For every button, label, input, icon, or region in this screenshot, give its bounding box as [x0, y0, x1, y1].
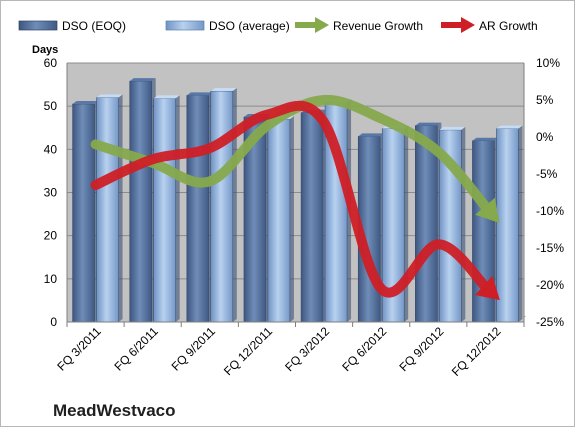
bar-dso-average-side — [232, 88, 237, 322]
legend-item: AR Growth — [441, 17, 538, 33]
x-tick-label: FQ 9/2012 — [396, 324, 446, 374]
bar-dso-eoq-top — [358, 133, 385, 137]
bar-dso-eoq-body — [129, 80, 152, 323]
x-tick-label: FQ 6/2012 — [339, 324, 389, 374]
y-tick-label: 0 — [50, 315, 57, 329]
series-lines — [90, 94, 500, 301]
x-tick-label: FQ 9/2011 — [169, 324, 219, 374]
bar-dso-average-side — [289, 116, 294, 322]
bar-dso-average-side — [518, 125, 523, 322]
bar-dso-average-side — [175, 95, 180, 322]
y2-tick-label: -15% — [536, 241, 564, 255]
bar-dso-eoq-top — [472, 137, 499, 141]
y-tick-label: 20 — [44, 229, 58, 243]
bar-dso-average-top — [96, 94, 123, 98]
x-tick-label: FQ 12/2011 — [221, 324, 275, 378]
y2-tick-label: -25% — [536, 315, 564, 329]
y2-tick-label: -5% — [536, 167, 558, 181]
y-tick-label: 10 — [44, 272, 58, 286]
legend-label: Revenue Growth — [333, 19, 423, 33]
bar-dso-average-side — [461, 126, 466, 323]
x-tick-label: FQ 6/2011 — [111, 324, 161, 374]
bar-dso-average — [153, 95, 180, 323]
bar-dso-eoq-top — [129, 78, 156, 82]
legend: DSO (EOQ) DSO (average) Revenue Growth AR G… — [18, 17, 538, 33]
legend-label: DSO (EOQ) — [62, 19, 126, 33]
y2-tick-label: 5% — [536, 93, 554, 107]
bar-dso-average-side — [404, 125, 409, 322]
y-tick-label: 50 — [44, 99, 58, 113]
bar-dso-average-body — [153, 98, 176, 323]
x-tick-label: FQ 3/2011 — [54, 324, 104, 374]
legend-swatch — [18, 20, 58, 31]
legend-swatch-arrowhead — [315, 17, 329, 33]
bar-dso-eoq-body — [72, 103, 95, 323]
bar-dso-eoq — [129, 78, 156, 323]
bar-dso-average — [96, 94, 123, 323]
bar-dso-average — [210, 88, 237, 323]
bar-dso-average — [267, 116, 294, 323]
bar-dso-average-top — [210, 88, 237, 92]
bar-dso-eoq-body — [415, 125, 438, 323]
bar-dso-eoq — [300, 109, 328, 323]
bar-dso-eoq-top — [72, 101, 99, 105]
bar-dso-average-body — [210, 90, 234, 323]
bar-dso-average-side — [118, 94, 123, 323]
bar-dso-average-body — [267, 118, 291, 323]
line-ar-growth — [90, 100, 500, 301]
y-axis-title: Days — [32, 44, 58, 56]
legend-item: DSO (average) — [165, 19, 290, 33]
line-ar-growth-curve — [90, 100, 492, 298]
y2-tick-label: 10% — [536, 56, 560, 70]
y2-tick-label: -10% — [536, 204, 564, 218]
bar-dso-average-top — [496, 125, 523, 129]
bar-dso-eoq — [186, 92, 213, 323]
y-tick-label: 30 — [44, 186, 58, 200]
legend-swatch-arrowhead — [461, 17, 475, 33]
bar-dso-average-top — [153, 95, 180, 99]
legend-label: DSO (average) — [209, 19, 290, 33]
y2-tick-label: 0% — [536, 130, 554, 144]
y-tick-label: 60 — [44, 56, 58, 70]
company-label: MeadWestvaco — [53, 401, 176, 420]
bar-dso-eoq-top — [186, 92, 213, 96]
bar-dso-eoq-body — [300, 112, 324, 323]
legend-swatch — [165, 20, 205, 31]
line-revenue-growth-arrowhead — [475, 197, 500, 223]
legend-item: Revenue Growth — [295, 17, 423, 33]
bar-dso-average-body — [96, 97, 119, 323]
bar-dso-eoq-top — [415, 122, 442, 126]
bar-dso-average — [496, 125, 523, 323]
bar-dso-average-body — [496, 128, 519, 323]
bar-dso-eoq-body — [186, 95, 210, 323]
bar-dso-eoq — [72, 101, 99, 323]
legend-label: AR Growth — [479, 19, 538, 33]
x-tick-label: FQ 3/2012 — [282, 324, 332, 374]
x-tick-label: FQ 12/2012 — [449, 324, 504, 379]
line-ar-growth-arrowhead — [474, 275, 500, 301]
y-tick-label: 40 — [44, 142, 58, 156]
bar-dso-average-top — [439, 126, 466, 130]
legend-item: DSO (EOQ) — [18, 19, 126, 33]
y2-tick-label: -20% — [536, 278, 564, 292]
